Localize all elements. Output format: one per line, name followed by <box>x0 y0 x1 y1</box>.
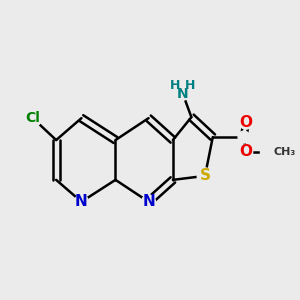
Circle shape <box>176 86 189 100</box>
Circle shape <box>239 145 253 159</box>
Circle shape <box>260 142 280 162</box>
Circle shape <box>142 195 155 209</box>
Circle shape <box>197 168 213 184</box>
Circle shape <box>239 115 253 129</box>
Text: CH₃: CH₃ <box>273 147 295 157</box>
Text: N: N <box>75 194 88 209</box>
Circle shape <box>24 109 42 127</box>
Text: N: N <box>177 87 188 101</box>
Text: O: O <box>239 145 252 160</box>
Circle shape <box>238 131 250 143</box>
Text: N: N <box>142 194 155 209</box>
Text: H: H <box>170 79 180 92</box>
Text: O: O <box>239 115 252 130</box>
Text: Cl: Cl <box>26 111 40 125</box>
Text: S: S <box>200 168 211 183</box>
Text: H: H <box>185 79 196 92</box>
Circle shape <box>75 195 88 209</box>
